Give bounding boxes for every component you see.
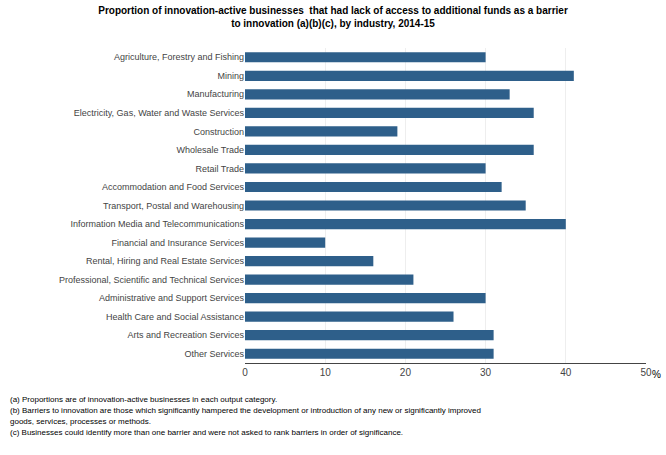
svg-text:Administrative and Support Ser: Administrative and Support Services: [99, 293, 245, 303]
svg-text:goods, services, processes or: goods, services, processes or methods.: [10, 417, 151, 426]
svg-text:Manufacturing: Manufacturing: [187, 89, 244, 99]
svg-text:Other Services: Other Services: [184, 349, 244, 359]
svg-text:Health Care and Social Assista: Health Care and Social Assistance: [106, 312, 244, 322]
svg-text:(b) Barriers to innovation are: (b) Barriers to innovation are those whi…: [10, 406, 481, 415]
svg-text:50: 50: [640, 367, 652, 378]
svg-text:Transport, Postal and Warehous: Transport, Postal and Warehousing: [103, 201, 244, 211]
svg-text:Mining: Mining: [217, 71, 244, 81]
svg-text:20: 20: [400, 367, 412, 378]
svg-text:10: 10: [320, 367, 332, 378]
svg-text:40: 40: [560, 367, 572, 378]
svg-text:(a) Proportions are of innovat: (a) Proportions are of innovation-active…: [10, 395, 277, 404]
svg-text:Accommodation and Food Service: Accommodation and Food Services: [102, 182, 245, 192]
svg-text:Electricity, Gas, Water and Wa: Electricity, Gas, Water and Waste Servic…: [74, 108, 245, 118]
svg-text:0: 0: [242, 367, 248, 378]
svg-text:Agriculture, Forestry and Fish: Agriculture, Forestry and Fishing: [114, 52, 244, 62]
svg-text:(c) Businesses could identify: (c) Businesses could identify more than …: [10, 428, 403, 437]
svg-text:%: %: [652, 369, 661, 380]
svg-text:Wholesale Trade: Wholesale Trade: [176, 145, 244, 155]
svg-text:Arts and Recreation Services: Arts and Recreation Services: [127, 330, 244, 340]
svg-text:Retail Trade: Retail Trade: [195, 164, 244, 174]
svg-text:Information Media and Telecomm: Information Media and Telecommunications: [71, 219, 245, 229]
svg-text:Proportion of innovation-activ: Proportion of innovation-active business…: [98, 5, 568, 29]
svg-text:Construction: Construction: [193, 127, 244, 137]
svg-text:Rental, Hiring and Real Estate: Rental, Hiring and Real Estate Services: [86, 256, 245, 266]
svg-text:Financial and Insurance Servic: Financial and Insurance Services: [111, 238, 244, 248]
svg-text:Professional, Scientific and T: Professional, Scientific and Technical S…: [59, 275, 244, 285]
svg-text:30: 30: [480, 367, 492, 378]
